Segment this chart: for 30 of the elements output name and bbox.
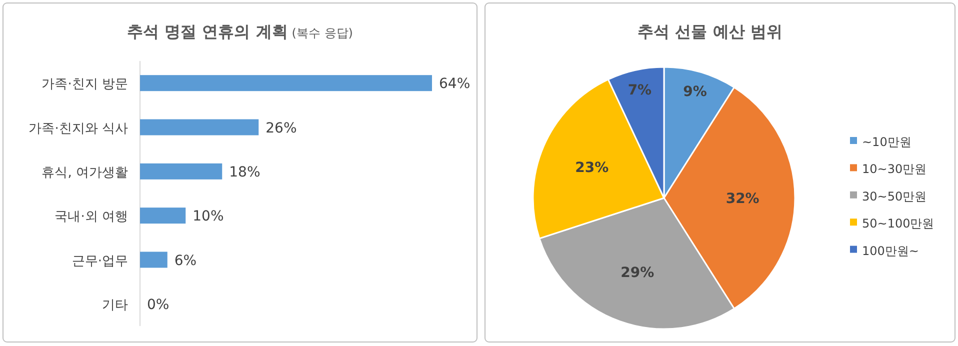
y-tick-label: 근무·업무 (72, 254, 128, 269)
data-label: 18% (229, 164, 260, 180)
bar (140, 252, 168, 268)
data-label: 29% (620, 264, 654, 281)
data-label: 7% (628, 82, 652, 98)
bar (140, 163, 222, 180)
y-tick-label: 국내·외 여행 (54, 210, 128, 225)
bar (140, 208, 186, 224)
y-tick-label: 가족·친지와 식사 (28, 121, 128, 136)
y-tick-label: 휴식, 여가생활 (42, 165, 128, 180)
y-tick-label: 기타 (102, 298, 128, 313)
legend-label: ~10만원 (862, 135, 912, 149)
y-tick-label: 가족·친지 방문 (42, 77, 128, 92)
legend-label: 30~50만원 (862, 189, 927, 204)
data-label: 6% (174, 252, 197, 269)
legend-label: 100만원~ (862, 244, 919, 258)
chart-title: 추석 선물 예산 범위 (638, 22, 782, 41)
data-label: 23% (575, 160, 609, 176)
chart-subtitle: (복수 응답) (292, 26, 353, 40)
data-label: 9% (683, 84, 707, 100)
legend-label: 50~100만원 (862, 216, 934, 231)
data-label: 32% (726, 191, 760, 207)
legend-label: 10~30만원 (862, 162, 927, 176)
bar (140, 119, 259, 136)
data-label: 10% (192, 208, 224, 225)
bar (140, 75, 432, 92)
data-label: 64% (439, 76, 470, 92)
chart-title: 추석 명절 연휴의 계획 (127, 22, 288, 41)
data-label: 0% (147, 296, 170, 313)
data-label: 26% (266, 120, 297, 136)
